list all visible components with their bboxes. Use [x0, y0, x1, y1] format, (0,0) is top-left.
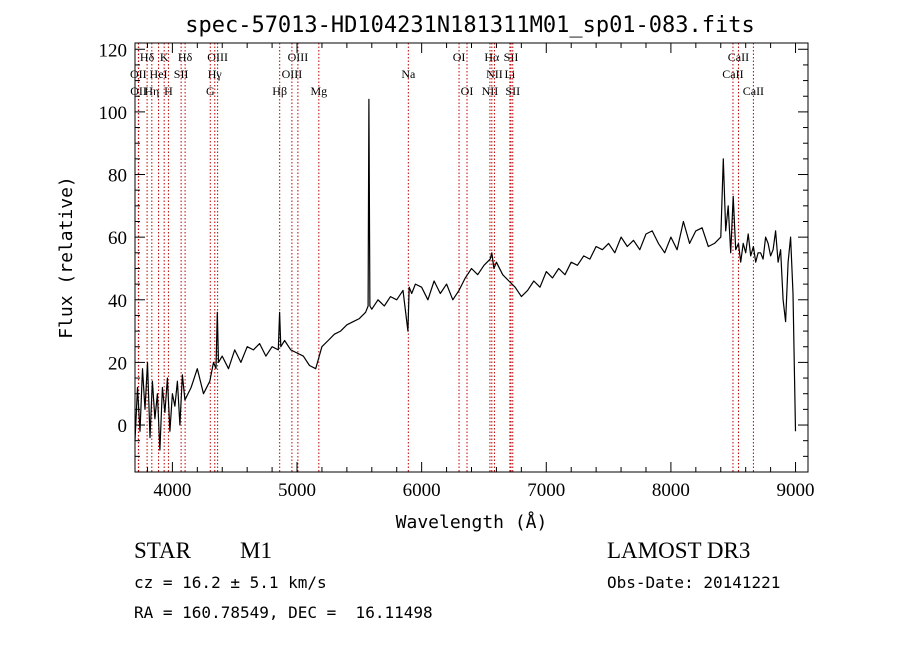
y-tick-label: 60 — [108, 228, 127, 249]
flux-series-line — [134, 98, 797, 451]
object-class: STAR — [134, 538, 191, 563]
y-tick-label: 20 — [108, 353, 127, 374]
redshift-velocity: cz = 16.2 ± 5.1 km/s — [134, 573, 327, 592]
emission-line-label: NII — [482, 84, 499, 98]
emission-line-label: OII — [130, 67, 147, 81]
x-tick-label: 8000 — [652, 480, 690, 501]
x-axis-label: Wavelength (Å) — [396, 511, 548, 533]
emission-line-label: SII — [505, 84, 520, 98]
emission-line-label: G — [206, 84, 215, 98]
emission-line-label: Mg — [310, 84, 327, 98]
emission-line-label: OIII — [207, 50, 228, 64]
emission-line-label: CaII — [728, 50, 749, 64]
x-tick-label: 6000 — [403, 480, 441, 501]
emission-line-label: HeI — [150, 67, 168, 81]
emission-line-label: NII — [486, 67, 503, 81]
x-tick-label: 5000 — [278, 480, 316, 501]
plot-frame — [134, 42, 809, 473]
emission-line-label: Hδ — [178, 50, 193, 64]
emission-line-label: Hα — [484, 50, 500, 64]
y-tick-label: 0 — [118, 416, 128, 437]
emission-line-label: Hδ — [140, 50, 155, 64]
emission-line-label: OI — [461, 84, 474, 98]
x-tick-label: 7000 — [527, 480, 565, 501]
emission-line-label: CaII — [743, 84, 764, 98]
emission-line-label: H — [164, 84, 173, 98]
emission-line-label: CaII — [722, 67, 743, 81]
emission-line-label: K — [160, 50, 169, 64]
ra-dec-coordinates: RA = 160.78549, DEC = 16.11498 — [134, 603, 433, 622]
observation-date: Obs-Date: 20141221 — [607, 573, 781, 592]
emission-line-label: Hη — [144, 84, 159, 98]
emission-line-label: OII — [130, 84, 147, 98]
emission-line-label: Hβ — [272, 84, 287, 98]
y-tick-label: 80 — [108, 166, 127, 187]
y-tick-label: 40 — [108, 291, 127, 312]
x-tick-label: 9000 — [777, 480, 815, 501]
emission-line-label: SII — [504, 50, 519, 64]
emission-line-label: OIII — [282, 67, 303, 81]
emission-line-label: Li — [505, 67, 516, 81]
axis-ticks: 4000 5000 6000 7000 8000 9000 0 20 40 60 80 100 120 — [99, 40, 815, 501]
chart-title: spec-57013-HD104231N181311M01_sp01-083.f… — [185, 13, 755, 38]
emission-line-label: Na — [401, 67, 416, 81]
series-layer — [134, 98, 797, 451]
emission-line-label: Hγ — [208, 67, 223, 81]
emission-line-label: OIII — [288, 50, 309, 64]
y-axis-label: Flux (relative) — [56, 176, 77, 339]
x-tick-label: 4000 — [153, 480, 191, 501]
y-tick-label: 120 — [99, 40, 128, 61]
survey-name: LAMOST DR3 — [607, 538, 751, 563]
object-subclass: M1 — [240, 538, 272, 563]
emission-line-label: SII — [174, 67, 189, 81]
y-tick-label: 100 — [99, 103, 128, 124]
emission-line-label: OI — [453, 50, 466, 64]
